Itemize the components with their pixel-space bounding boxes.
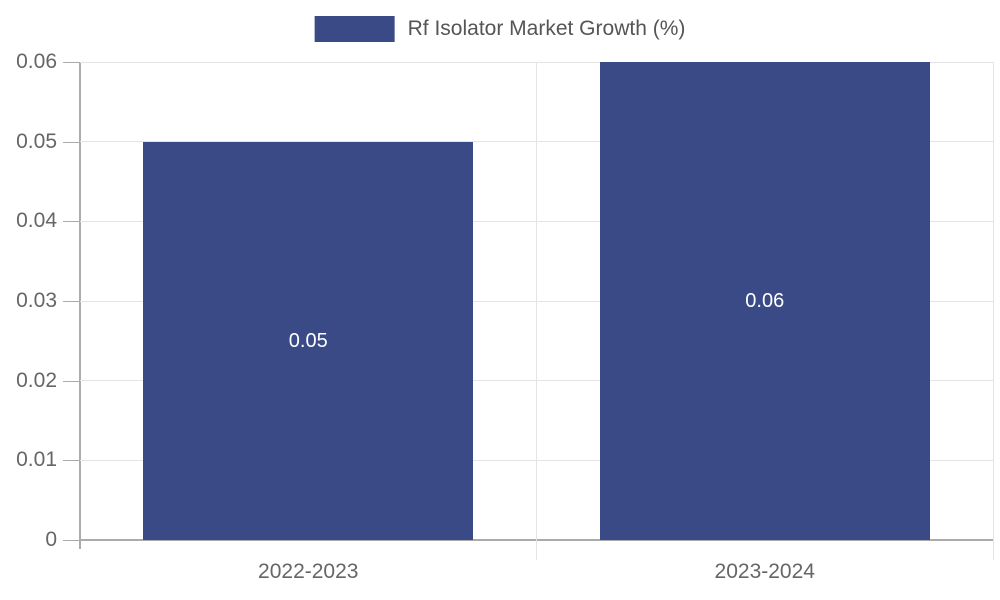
- bar: [143, 141, 474, 540]
- category-boundary-line: [536, 62, 537, 560]
- y-axis-line: [79, 62, 81, 549]
- y-tick-label: 0.06: [16, 50, 57, 73]
- bar: [599, 62, 930, 540]
- y-tick-label: 0.05: [16, 129, 57, 153]
- y-axis-tick: [63, 62, 80, 63]
- y-axis-tick: [63, 540, 80, 541]
- y-tick-label: 0.02: [16, 368, 57, 392]
- y-tick-label: 0.04: [16, 209, 57, 233]
- plot-area: 0.05 0.06: [80, 61, 994, 560]
- y-tick-label: 0.01: [16, 448, 57, 472]
- x-tick-label: 2022-2023: [258, 560, 359, 583]
- x-tick-label: 2023-2024: [714, 560, 815, 583]
- y-axis-tick: [63, 221, 80, 223]
- bar-value-label: 0.05: [288, 329, 328, 352]
- legend-series-label: Rf Isolator Market Growth (%): [407, 17, 686, 40]
- legend-swatch-icon: [314, 16, 395, 42]
- category-boundary-line: [992, 62, 994, 560]
- y-tick-label: 0: [45, 528, 57, 551]
- bar-value-label: 0.06: [745, 290, 785, 312]
- y-axis-tick: [63, 141, 80, 143]
- y-axis-tick: [63, 380, 80, 382]
- chart-legend: Rf Isolator Market Growth (%): [314, 16, 686, 42]
- y-axis-tick: [63, 301, 80, 302]
- y-axis-tick: [63, 460, 80, 462]
- y-tick-label: 0.03: [16, 289, 57, 312]
